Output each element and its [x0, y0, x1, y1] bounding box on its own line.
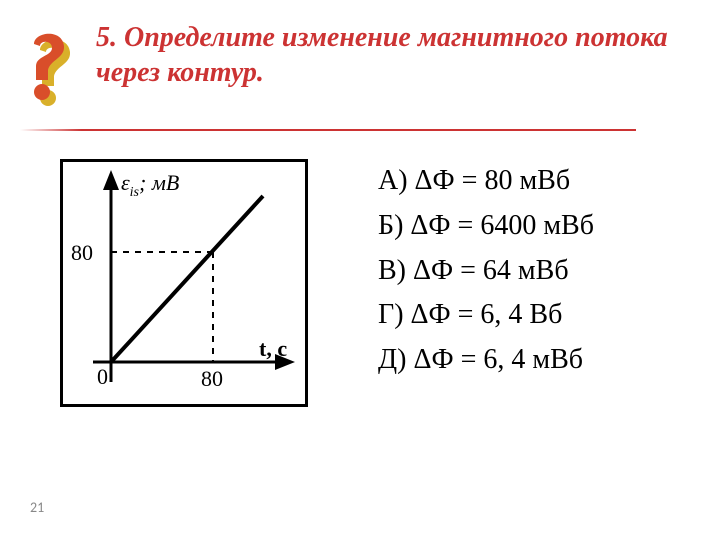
svg-text:εis; мВ: εis; мВ — [121, 170, 179, 200]
answer-a-expr: ΔФ = 80 мВб — [415, 165, 571, 196]
answer-d: Г) ΔФ = 6, 4 Вб — [378, 293, 594, 338]
slide: 5. Определите изменение магнитного поток… — [0, 0, 720, 540]
answer-d-expr: ΔФ = 6, 4 Вб — [411, 299, 563, 330]
answer-c: В) ΔФ = 64 мВб — [378, 249, 594, 294]
answer-b-label: Б) — [378, 210, 403, 241]
answer-b-expr: ΔФ = 6400 мВб — [410, 210, 594, 241]
answer-c-expr: ΔФ = 64 мВб — [413, 255, 569, 286]
question-title: 5. Определите изменение магнитного поток… — [96, 20, 690, 90]
content-row: εis; мВ 80 0 80 t, c А) ΔФ = 80 мВб Б) Δ… — [20, 159, 690, 407]
origin-label: 0 — [97, 364, 108, 389]
answer-e-expr: ΔФ = 6, 4 мВб — [413, 344, 583, 375]
y-tick-label: 80 — [71, 240, 93, 265]
answer-a: А) ΔФ = 80 мВб — [378, 159, 594, 204]
question-mark-icon — [20, 26, 82, 123]
answer-e-label: Д) — [378, 344, 406, 375]
x-axis-label: t, c — [259, 336, 287, 361]
answer-c-label: В) — [378, 255, 406, 286]
answer-a-label: А) — [378, 165, 408, 196]
answer-b: Б) ΔФ = 6400 мВб — [378, 204, 594, 249]
question-text: Определите изменение магнитного потока ч… — [96, 22, 668, 88]
y-axis-symbol: ε — [121, 170, 130, 195]
page-number: 21 — [30, 499, 44, 516]
answer-d-label: Г) — [378, 299, 404, 330]
answer-e: Д) ΔФ = 6, 4 мВб — [378, 338, 594, 383]
answers-list: А) ΔФ = 80 мВб Б) ΔФ = 6400 мВб В) ΔФ = … — [378, 159, 594, 383]
chart: εis; мВ 80 0 80 t, c — [60, 159, 308, 407]
x-tick-label: 80 — [201, 366, 223, 391]
question-number: 5. — [96, 22, 117, 53]
header-row: 5. Определите изменение магнитного поток… — [20, 20, 690, 123]
title-underline — [20, 129, 636, 131]
